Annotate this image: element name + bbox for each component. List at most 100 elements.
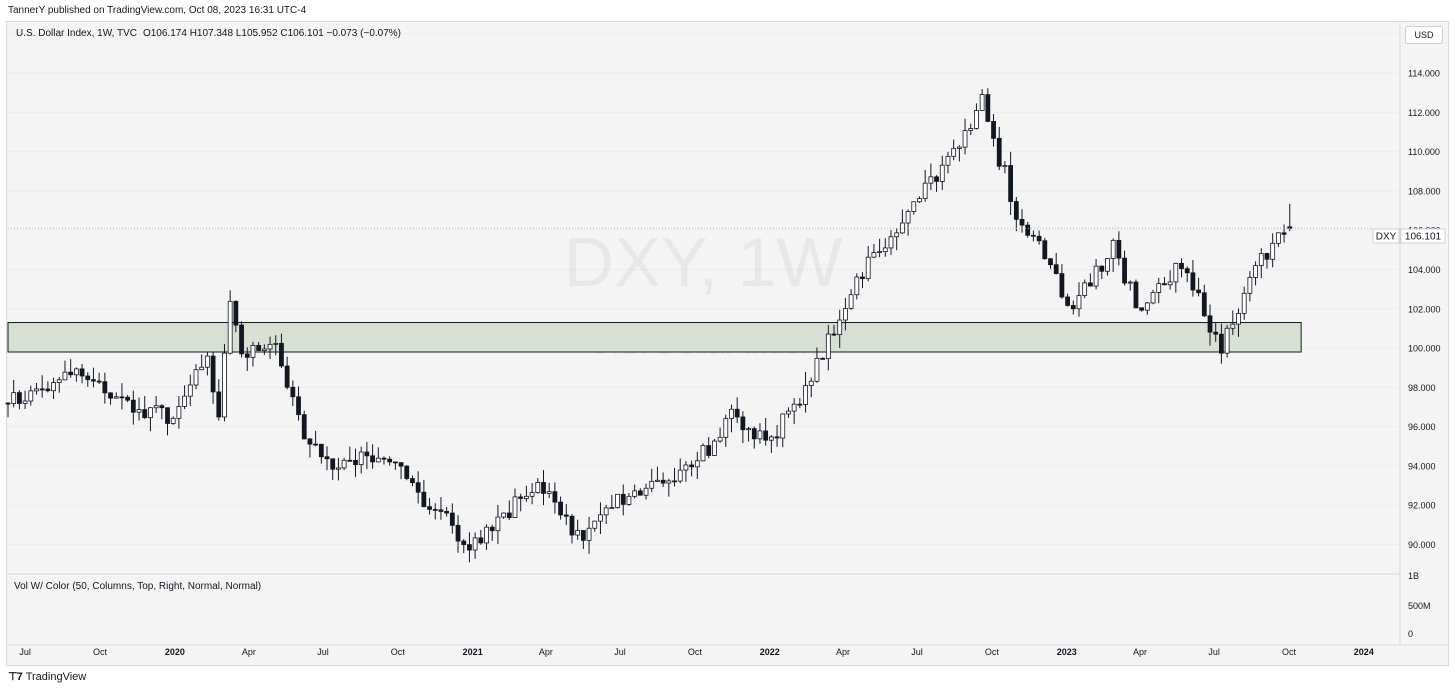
candle[interactable] [28, 385, 34, 406]
candle[interactable] [643, 483, 649, 500]
candle[interactable] [922, 170, 928, 202]
candle[interactable] [711, 438, 717, 457]
candle[interactable] [655, 466, 660, 483]
candle[interactable] [820, 357, 826, 360]
candle[interactable] [125, 395, 131, 403]
candle[interactable] [449, 503, 455, 534]
candle[interactable] [142, 396, 148, 419]
candle[interactable] [1122, 250, 1127, 286]
candle[interactable] [1190, 260, 1196, 297]
candle[interactable] [723, 414, 729, 447]
candle[interactable] [768, 435, 774, 453]
candle[interactable] [1133, 279, 1139, 309]
candle[interactable] [421, 479, 427, 508]
candle[interactable] [370, 444, 375, 469]
candle[interactable] [1219, 323, 1224, 364]
candle[interactable] [176, 396, 182, 429]
candle[interactable] [170, 416, 176, 425]
candle[interactable] [740, 411, 746, 444]
candle[interactable] [860, 272, 865, 289]
candle[interactable] [404, 465, 410, 481]
candle[interactable] [204, 352, 210, 376]
candle[interactable] [1002, 160, 1008, 174]
candle[interactable] [637, 488, 643, 496]
candle[interactable] [751, 426, 757, 449]
candle[interactable] [694, 451, 700, 479]
candle[interactable] [96, 372, 102, 384]
candle[interactable] [729, 404, 734, 433]
candle[interactable] [626, 492, 632, 506]
candle[interactable] [68, 359, 74, 378]
candle[interactable] [1224, 324, 1230, 358]
candle[interactable] [763, 418, 769, 446]
candle[interactable] [136, 397, 142, 421]
candle[interactable] [717, 427, 723, 443]
candle[interactable] [1162, 277, 1167, 286]
candle[interactable] [39, 375, 45, 398]
candle[interactable] [837, 309, 843, 348]
candle[interactable] [598, 502, 603, 535]
candle[interactable] [113, 392, 119, 399]
candle[interactable] [928, 163, 934, 190]
candle[interactable] [159, 404, 165, 420]
candle[interactable] [85, 372, 91, 387]
candle[interactable] [444, 506, 450, 517]
volume-indicator-label[interactable]: Vol W/ Color (50, Columns, Top, Right, N… [14, 581, 262, 592]
candle[interactable] [660, 472, 666, 488]
candle[interactable] [620, 484, 626, 516]
candle[interactable] [632, 484, 638, 499]
candle[interactable] [284, 356, 290, 390]
candle[interactable] [524, 485, 529, 502]
candle[interactable] [991, 114, 996, 147]
candle[interactable] [1110, 238, 1116, 272]
candle[interactable] [130, 390, 136, 425]
candle[interactable] [1287, 203, 1293, 232]
candle[interactable] [706, 437, 712, 459]
candle[interactable] [1247, 271, 1253, 302]
candle[interactable] [1013, 197, 1019, 232]
candle[interactable] [968, 123, 974, 136]
candle[interactable] [1213, 322, 1219, 342]
candle[interactable] [210, 351, 216, 404]
candle[interactable] [62, 360, 68, 381]
candle[interactable] [1087, 273, 1093, 287]
candle[interactable] [358, 446, 364, 474]
candle[interactable] [1156, 277, 1162, 304]
candle[interactable] [563, 503, 569, 526]
candle[interactable] [512, 488, 518, 519]
candle[interactable] [518, 493, 524, 512]
candle[interactable] [501, 512, 507, 519]
candle[interactable] [1031, 230, 1036, 242]
candle[interactable] [318, 443, 324, 464]
candle[interactable] [182, 385, 187, 410]
candle[interactable] [956, 145, 962, 162]
candle[interactable] [1059, 264, 1065, 299]
candle[interactable] [882, 238, 888, 257]
candle[interactable] [250, 341, 256, 367]
candle[interactable] [1144, 302, 1150, 315]
currency-button[interactable]: USD [1405, 26, 1443, 44]
candle[interactable] [313, 430, 319, 447]
candle[interactable] [677, 458, 683, 484]
candle[interactable] [79, 363, 85, 384]
candle[interactable] [757, 423, 763, 444]
candle[interactable] [489, 524, 495, 541]
candle[interactable] [1281, 224, 1287, 243]
support-zone-rectangle[interactable] [7, 322, 1302, 353]
candle[interactable] [546, 482, 552, 499]
candle[interactable] [746, 426, 751, 442]
candle[interactable] [700, 443, 706, 462]
candle[interactable] [558, 496, 563, 520]
candle[interactable] [951, 139, 957, 161]
candle[interactable] [227, 290, 233, 355]
candle[interactable] [899, 209, 905, 234]
candle[interactable] [831, 324, 837, 337]
candle[interactable] [1258, 248, 1264, 279]
candle[interactable] [51, 377, 56, 400]
candle[interactable] [529, 483, 535, 505]
candle[interactable] [461, 538, 467, 554]
candle[interactable] [410, 475, 415, 487]
candle[interactable] [905, 209, 911, 236]
candle[interactable] [877, 238, 882, 258]
candle[interactable] [774, 425, 780, 447]
